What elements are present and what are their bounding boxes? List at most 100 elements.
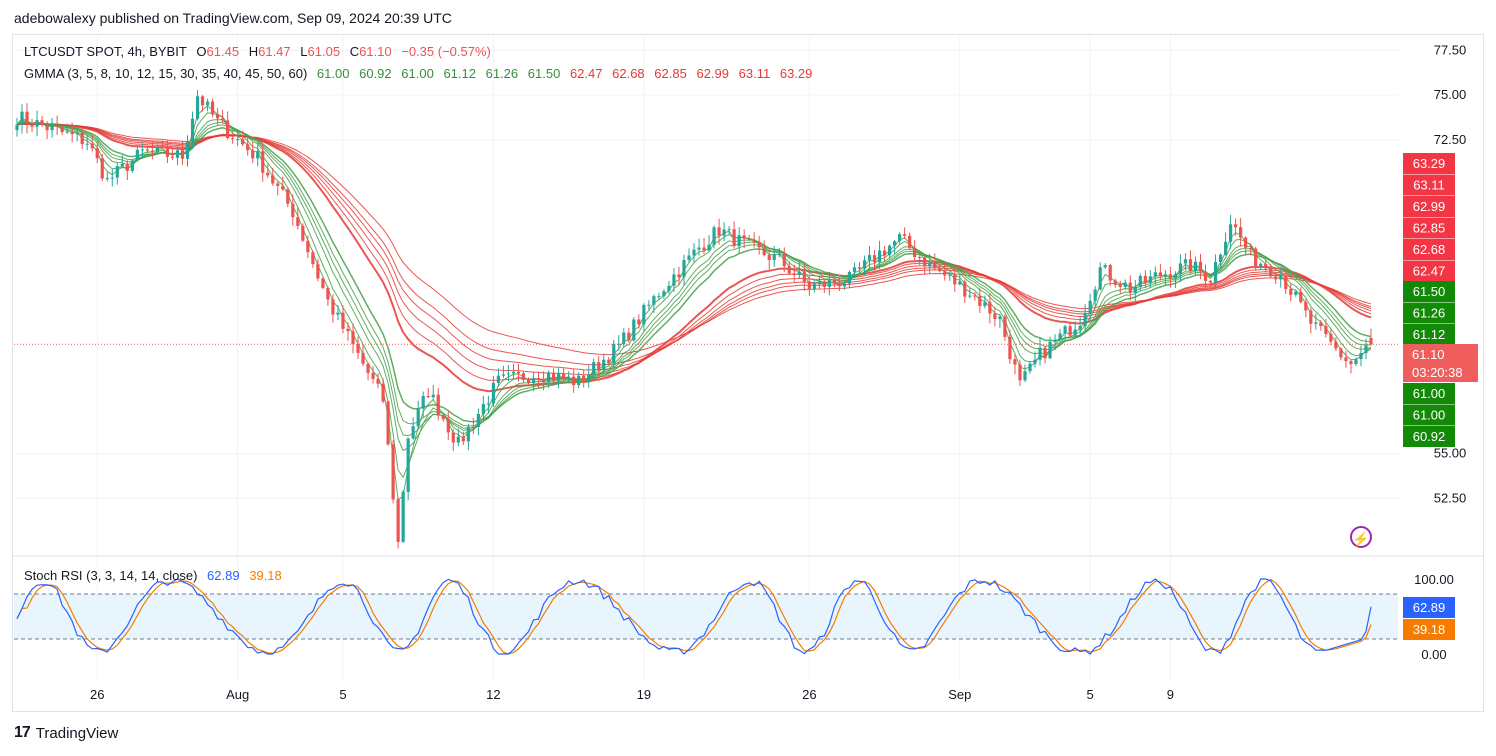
candle: [752, 232, 756, 248]
candle: [1128, 275, 1132, 301]
gmma-title[interactable]: GMMA (3, 5, 8, 10, 12, 15, 30, 35, 40, 4…: [24, 66, 308, 81]
stoch-axis-label: 0.00: [1421, 647, 1446, 662]
candle: [246, 135, 250, 156]
candle: [1028, 361, 1032, 374]
slow-ma-badge[interactable]: 63.29: [1403, 153, 1455, 174]
candle: [531, 372, 536, 392]
candle-body: [1048, 341, 1052, 359]
candle-body: [296, 217, 300, 226]
footer-brand[interactable]: 17 TradingView: [14, 724, 118, 742]
stoch-k-badge[interactable]: 62.89: [1403, 597, 1455, 618]
slow-ma-badge[interactable]: 62.85: [1403, 217, 1455, 239]
fast-ma-badge[interactable]: 61.00: [1403, 383, 1455, 404]
candle-body: [667, 285, 671, 292]
candle-body: [316, 264, 320, 279]
candle-body: [50, 125, 54, 131]
candle: [1108, 263, 1112, 287]
stoch-d-value: 39.18: [249, 568, 282, 583]
candle-body: [652, 296, 656, 305]
symbol-title[interactable]: LTCUSDT SPOT, 4h, BYBIT: [24, 44, 187, 59]
candle-body: [15, 124, 19, 131]
candle: [276, 181, 280, 196]
candle-body: [1053, 339, 1057, 342]
candle-body: [692, 249, 696, 256]
candle-body: [852, 267, 857, 272]
candle-body: [1128, 282, 1132, 293]
candle: [1048, 336, 1052, 360]
candle: [592, 358, 596, 382]
candle-body: [898, 234, 902, 242]
candle-body: [953, 274, 957, 285]
gmma-slow-value: 62.85: [654, 66, 687, 81]
stoch-d-badge[interactable]: 39.18: [1403, 619, 1455, 640]
candle-body: [40, 120, 44, 126]
candle: [1269, 264, 1273, 278]
candle: [386, 400, 390, 446]
candle-body: [331, 299, 335, 315]
candle-body: [1228, 224, 1233, 242]
candle-body: [1369, 338, 1373, 345]
candle-body: [1294, 291, 1298, 295]
stoch-title[interactable]: Stoch RSI (3, 3, 14, 14, close): [24, 568, 198, 583]
slow-ma-badge[interactable]: 62.99: [1403, 196, 1455, 217]
candle: [236, 130, 240, 146]
candle: [802, 264, 806, 291]
candle: [1259, 262, 1263, 270]
candle: [612, 340, 616, 370]
candle-body: [226, 120, 230, 139]
candle-body: [45, 125, 49, 131]
candle-body: [682, 259, 686, 278]
candle: [1143, 270, 1147, 288]
slow-ma-badge-bg: [1403, 217, 1455, 239]
candle-body: [401, 491, 405, 542]
candle: [1339, 347, 1343, 361]
candle-body: [772, 254, 776, 260]
candle: [421, 391, 425, 418]
slow-ma-badge-bg: [1403, 239, 1455, 260]
candle: [732, 221, 736, 249]
time-axis-label: 5: [1087, 687, 1094, 702]
candle: [712, 225, 716, 249]
slow-ma-badge-bg: [1403, 174, 1455, 196]
fast-ma-badge[interactable]: 61.00: [1403, 404, 1455, 426]
candle: [572, 369, 576, 393]
candle: [1138, 273, 1142, 291]
candle: [1354, 357, 1358, 366]
candle-body: [311, 252, 315, 265]
candle: [371, 366, 375, 384]
candle: [717, 218, 721, 245]
last-price-badge[interactable]: 61.10 03:20:38: [1403, 344, 1478, 382]
candle-body: [737, 235, 741, 247]
candle-body: [155, 147, 160, 153]
candle: [908, 232, 912, 250]
fast-ma-badge[interactable]: 61.50: [1403, 281, 1455, 302]
slow-ma-badge[interactable]: 62.68: [1403, 239, 1455, 260]
slow-ma-badge[interactable]: 62.47: [1403, 260, 1455, 282]
candle-body: [1309, 310, 1313, 324]
candle-body: [702, 247, 706, 251]
slow-ma-badge[interactable]: 63.11: [1403, 174, 1455, 196]
candle-body: [1143, 275, 1147, 283]
candle-body: [1028, 363, 1032, 372]
candle-body: [1284, 275, 1288, 290]
candle: [15, 117, 19, 137]
candle-body: [75, 133, 79, 135]
candle: [546, 370, 551, 389]
fast-ma-badge-label: 61.12: [1413, 327, 1446, 342]
fast-ma-badge[interactable]: 60.92: [1403, 426, 1455, 447]
lightning-icon[interactable]: ⚡: [1350, 526, 1372, 548]
candle: [190, 111, 195, 149]
candle: [105, 172, 109, 182]
candle-body: [647, 304, 651, 306]
fast-ma-badge[interactable]: 61.12: [1403, 324, 1455, 345]
candle-body: [933, 262, 937, 269]
candle: [887, 244, 892, 259]
candle-body: [35, 120, 39, 127]
candle: [326, 286, 330, 306]
candle-body: [983, 302, 987, 307]
fast-ma-badge[interactable]: 61.26: [1403, 302, 1455, 324]
candle-body: [943, 271, 947, 276]
candle: [70, 122, 74, 143]
candle: [1359, 345, 1363, 367]
